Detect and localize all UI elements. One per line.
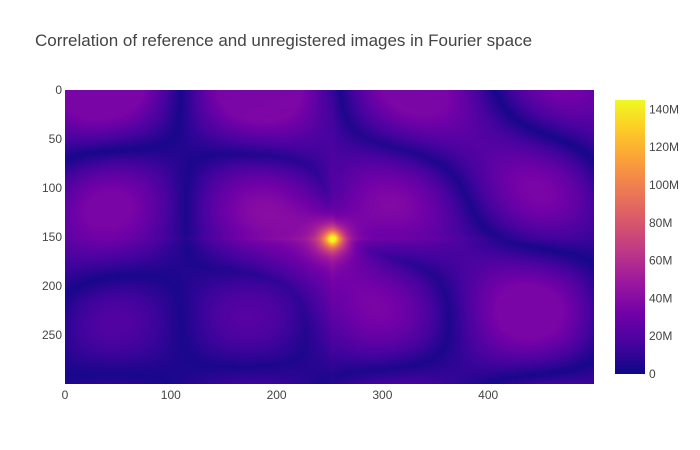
- y-tick-label: 0: [55, 83, 62, 97]
- y-tick-label: 50: [49, 132, 63, 146]
- colorbar: 0 20M 40M 60M 80M 100M 120M 140M: [615, 100, 679, 381]
- y-tick-label: 250: [42, 328, 62, 342]
- colorbar-tick-label: 60M: [649, 254, 672, 268]
- heatmap-image: [65, 90, 594, 384]
- plot-area: [65, 90, 594, 384]
- x-tick-label: 100: [161, 388, 181, 402]
- colorbar-gradient: [615, 100, 645, 374]
- colorbar-tick-label: 0: [649, 367, 656, 381]
- colorbar-tick-label: 100M: [649, 178, 679, 192]
- colorbar-tick-label: 20M: [649, 329, 672, 343]
- x-tick-label: 200: [267, 388, 287, 402]
- x-axis: 0 100 200 300 400: [62, 388, 499, 402]
- x-tick-label: 400: [478, 388, 498, 402]
- x-tick-label: 0: [62, 388, 69, 402]
- chart-title: Correlation of reference and unregistere…: [35, 31, 532, 50]
- x-tick-label: 300: [372, 388, 392, 402]
- colorbar-tick-label: 120M: [649, 140, 679, 154]
- colorbar-ticks: 0 20M 40M 60M 80M 100M 120M 140M: [649, 102, 679, 381]
- colorbar-tick-label: 140M: [649, 102, 679, 116]
- colorbar-tick-label: 80M: [649, 216, 672, 230]
- y-tick-label: 100: [42, 181, 62, 195]
- y-tick-label: 200: [42, 279, 62, 293]
- y-tick-label: 150: [42, 230, 62, 244]
- y-axis: 0 50 100 150 200 250: [42, 83, 62, 342]
- colorbar-tick-label: 40M: [649, 291, 672, 305]
